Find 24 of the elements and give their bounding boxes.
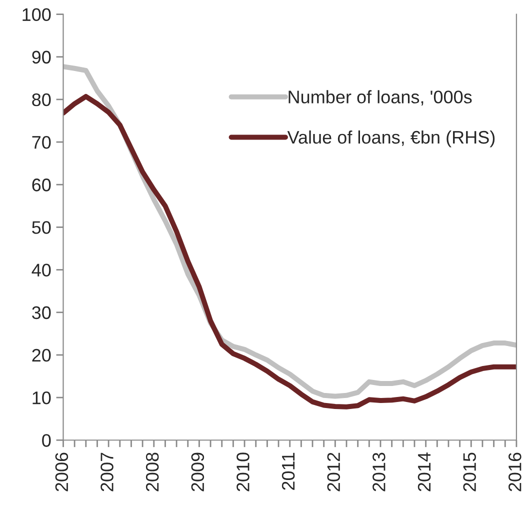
x-tick-label: 2006 <box>55 452 68 492</box>
x-tick-label: 2011 <box>282 452 295 490</box>
y-tick-label: 30 <box>32 306 51 320</box>
y-tick-label: 40 <box>32 264 51 277</box>
y-tick-label: 50 <box>32 221 51 234</box>
y-tick-label: 80 <box>32 93 51 106</box>
y-tick-label: 100 <box>22 8 51 21</box>
x-tick-label: 2007 <box>100 452 114 492</box>
y-tick-label: 70 <box>32 136 51 149</box>
x-tick-label: 2010 <box>236 452 250 492</box>
y-tick-label: 0 <box>42 434 51 447</box>
legend-label: Value of loans, €bn (RHS) <box>287 130 495 148</box>
x-tick-label: 2012 <box>327 452 340 492</box>
y-tick-label: 90 <box>32 50 51 64</box>
y-tick-label: 10 <box>32 391 51 404</box>
x-tick-label: 2015 <box>463 452 476 492</box>
x-tick-label: 2009 <box>191 452 204 492</box>
x-tick-label: 2013 <box>372 452 386 492</box>
legend-label: Number of loans, '000s <box>288 90 472 106</box>
y-tick-label: 20 <box>32 348 51 362</box>
x-tick-label: 2014 <box>418 452 431 492</box>
y-tick-label: 60 <box>32 178 51 192</box>
x-tick-label: 2008 <box>146 452 159 492</box>
x-tick-label: 2016 <box>508 452 522 492</box>
